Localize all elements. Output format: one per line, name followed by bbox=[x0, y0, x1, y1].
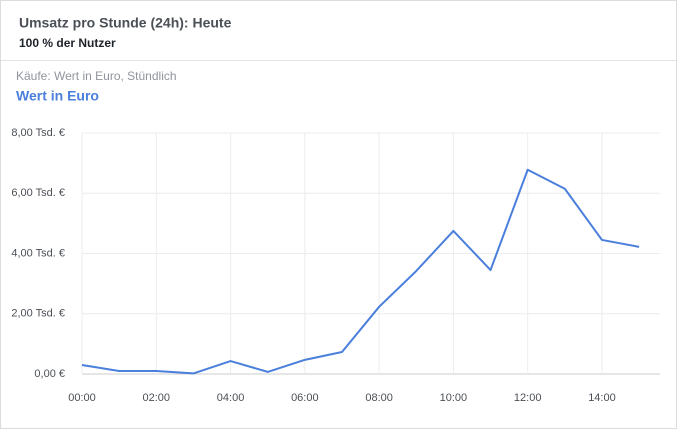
chart-title: Umsatz pro Stunde (24h): Heute bbox=[19, 15, 232, 31]
y-tick-label: 8,00 Tsd. € bbox=[11, 127, 65, 139]
x-tick-label: 02:00 bbox=[143, 392, 171, 404]
x-tick-label: 06:00 bbox=[291, 392, 319, 404]
chart-subtitle: 100 % der Nutzer bbox=[19, 36, 116, 50]
legend-entry: Wert in Euro bbox=[16, 88, 99, 104]
metric-label: Käufe: Wert in Euro, Stündlich bbox=[16, 69, 177, 83]
y-tick-label: 6,00 Tsd. € bbox=[11, 187, 65, 199]
y-tick-label: 2,00 Tsd. € bbox=[11, 308, 65, 320]
x-tick-label: 10:00 bbox=[440, 392, 468, 404]
y-tick-label: 4,00 Tsd. € bbox=[11, 247, 65, 259]
y-tick-label: 0,00 € bbox=[34, 368, 65, 380]
x-tick-label: 12:00 bbox=[514, 392, 542, 404]
line-series bbox=[81, 168, 640, 375]
x-tick-label: 00:00 bbox=[68, 392, 96, 404]
x-tick-label: 08:00 bbox=[365, 392, 393, 404]
x-tick-label: 04:00 bbox=[217, 392, 245, 404]
x-tick-label: 14:00 bbox=[588, 392, 616, 404]
